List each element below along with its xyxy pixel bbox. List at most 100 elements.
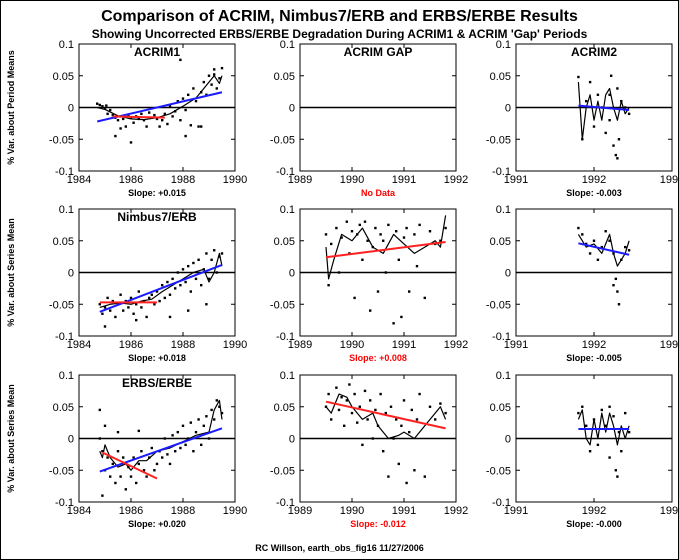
figure-title: Comparison of ACRIM, Nimbus7/ERB and ERB…	[101, 8, 578, 25]
data-point	[324, 233, 328, 236]
data-point	[119, 293, 122, 296]
data-point	[140, 112, 143, 116]
data-point	[171, 434, 174, 437]
data-point	[596, 258, 600, 261]
y-tick-label: 0.1	[496, 370, 511, 382]
y-tick-label: 0	[505, 268, 511, 280]
data-point	[604, 424, 607, 427]
data-point	[189, 421, 192, 424]
data-point	[577, 411, 580, 415]
data-point	[114, 315, 117, 319]
data-point	[132, 312, 135, 315]
data-point	[192, 87, 195, 90]
panel-8: -0.1 -0.05 0 0.05 0.1 1989 1990 1991 1992 Slope: …	[270, 370, 468, 529]
data-point	[614, 469, 618, 472]
x-tick-label: 1990	[340, 174, 364, 186]
data-point	[608, 239, 611, 242]
data-point	[194, 430, 198, 434]
row-ylabel-3: % Var. about Series Mean	[6, 384, 16, 493]
y-tick-label: 0.05	[53, 236, 74, 248]
panel-note: Slope: +0.020	[128, 519, 186, 529]
x-tick-label: 1992	[444, 339, 468, 351]
data-point	[577, 75, 580, 79]
data-point	[145, 315, 148, 319]
data-point	[161, 119, 164, 122]
y-tick-label: 0.05	[274, 402, 295, 414]
data-point	[140, 450, 143, 453]
data-point	[158, 299, 161, 303]
data-point	[413, 233, 416, 236]
data-point	[439, 239, 442, 242]
data-point	[400, 424, 403, 427]
data-point	[205, 252, 208, 255]
data-point	[330, 242, 333, 246]
data-point	[596, 443, 600, 447]
data-point	[210, 408, 213, 412]
data-point	[132, 121, 135, 124]
data-point	[395, 230, 398, 233]
data-point	[215, 399, 218, 402]
data-point	[604, 230, 607, 233]
data-point	[213, 73, 216, 76]
data-point	[374, 408, 377, 412]
data-point	[376, 290, 380, 293]
data-point	[124, 125, 127, 128]
data-point	[103, 325, 107, 328]
data-point	[161, 456, 164, 459]
x-tick-label: 1984	[67, 339, 91, 351]
panel-7: -0.1 -0.05 0 0.05 0.1 1984 1986 1988 1990 ERBS/ER…	[49, 370, 247, 529]
data-point	[423, 296, 426, 300]
data-point	[361, 443, 364, 447]
x-tick-label: 1990	[223, 505, 247, 517]
panel-note: Slope: +0.008	[349, 353, 407, 363]
data-point	[592, 239, 596, 242]
data-point	[124, 488, 127, 491]
data-point	[428, 405, 432, 408]
panel-note: Slope: +0.018	[128, 353, 186, 363]
x-tick-label: 1989	[288, 339, 312, 351]
x-tick-label: 1986	[119, 339, 143, 351]
y-tick-label: 0.1	[59, 204, 74, 216]
x-tick-label: 1992	[582, 505, 606, 517]
y-tick-label: 0.1	[59, 39, 74, 51]
data-point	[137, 462, 140, 466]
data-point	[600, 245, 603, 249]
data-point	[353, 296, 356, 300]
data-point	[109, 475, 112, 478]
panel-2: -0.1 -0.05 0 0.05 0.1 1989 1990 1991 1992 ACRIM G…	[270, 39, 468, 198]
data-point	[581, 233, 584, 236]
data-point	[114, 134, 117, 138]
data-point	[387, 475, 390, 478]
data-point	[220, 66, 224, 70]
x-tick-label: 1990	[340, 505, 364, 517]
y-tick-label: -0.1	[276, 331, 295, 343]
data-point	[616, 87, 619, 90]
data-point	[418, 223, 421, 227]
x-tick-label: 1984	[67, 174, 91, 186]
data-point	[192, 261, 195, 265]
data-point	[374, 226, 377, 230]
x-tick-label: 1989	[288, 505, 312, 517]
data-point	[335, 226, 338, 230]
data-point	[111, 299, 114, 303]
y-tick-label: -0.05	[486, 299, 511, 311]
data-point	[408, 290, 411, 293]
panel-1: -0.1 -0.05 0 0.05 0.1 1984 1986 1988 1990 ACRIM1 S…	[49, 39, 247, 198]
panel-title: ACRIM GAP	[344, 45, 413, 59]
red-trend-line	[325, 241, 446, 259]
data-point	[163, 112, 166, 116]
panel-6: -0.1 -0.05 0 0.05 0.1 1991 1992 1993 Slope: -0.0…	[486, 204, 679, 363]
data-point	[608, 456, 611, 459]
data-point	[98, 437, 101, 440]
data-point	[179, 58, 182, 62]
data-point	[444, 226, 447, 230]
data-point	[155, 462, 159, 466]
data-point	[103, 424, 107, 427]
data-point	[168, 105, 172, 108]
data-point	[384, 411, 387, 415]
panel-title: ACRIM2	[571, 45, 617, 59]
data-point	[184, 108, 187, 112]
data-point	[335, 386, 338, 389]
data-point	[137, 429, 140, 433]
data-point	[122, 117, 125, 121]
